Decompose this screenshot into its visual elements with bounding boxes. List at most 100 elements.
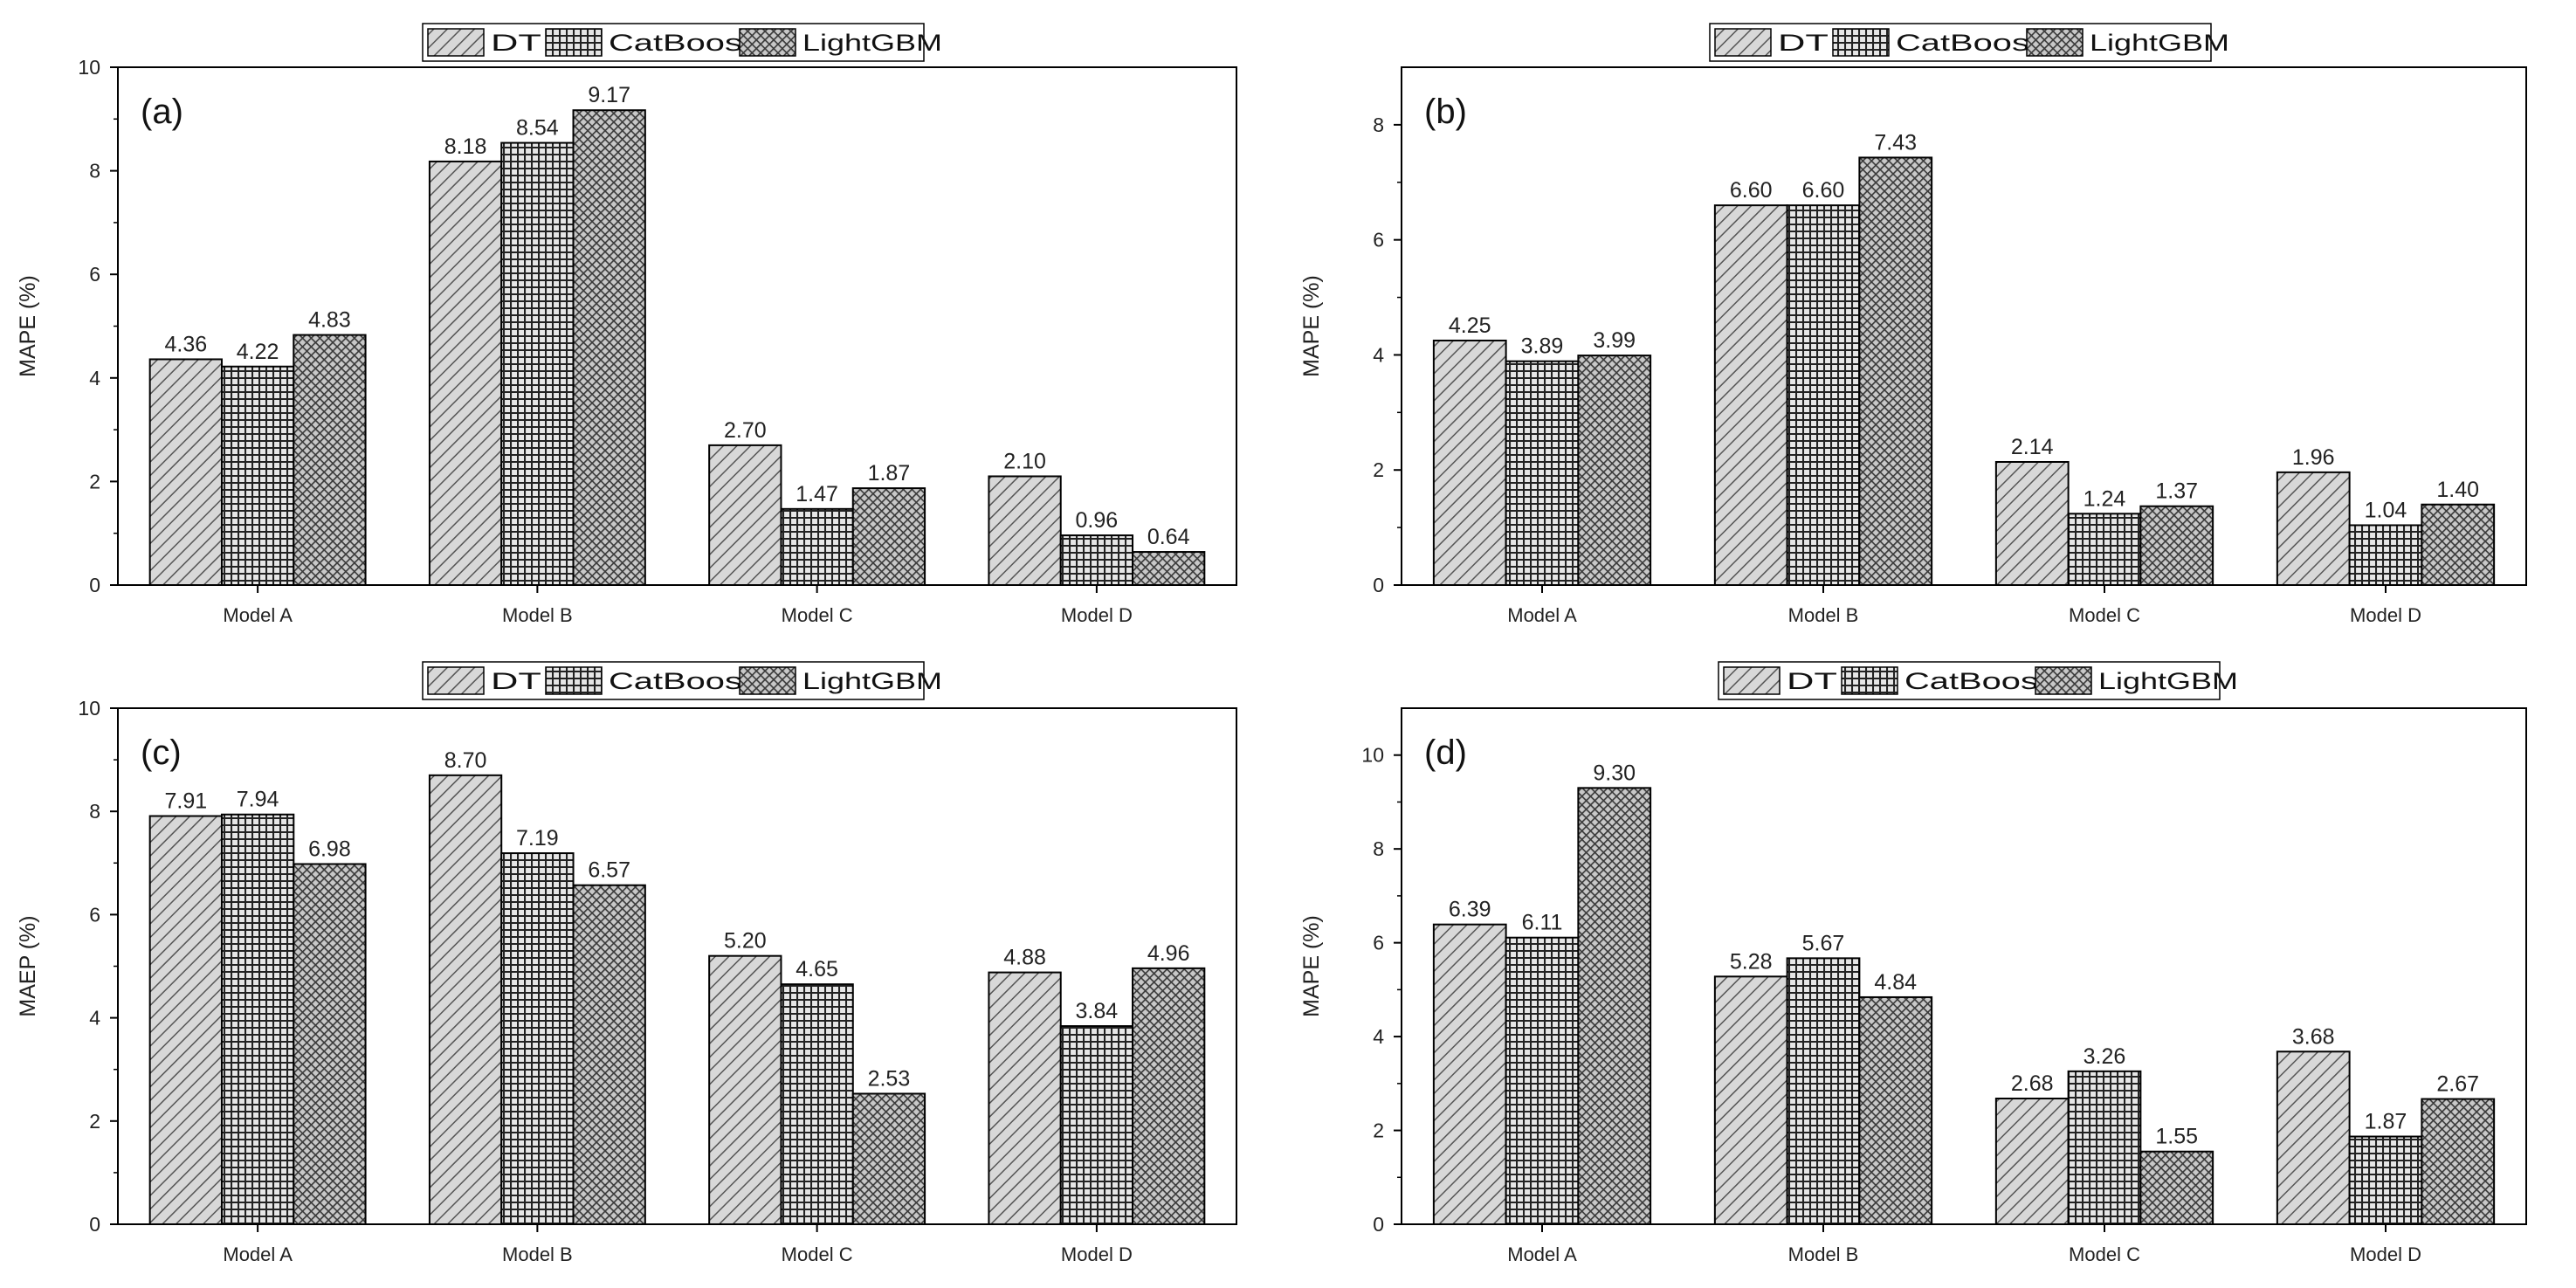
x-tick-label: Model D bbox=[2350, 1243, 2421, 1265]
data-label: 8.18 bbox=[444, 134, 487, 159]
bar-catboost bbox=[2348, 524, 2423, 587]
bar-dt bbox=[2276, 471, 2351, 587]
panel-label: (a) bbox=[141, 93, 183, 131]
x-tick-label: Model A bbox=[223, 604, 293, 626]
panel-d: 0 2 4 6 8 10 MAPE (%) (d) Model A 6.39 6.11 9.30 Mod… bbox=[1299, 661, 2527, 1265]
y-tick-label: 2 bbox=[89, 1110, 100, 1133]
legend-swatch-catboost bbox=[545, 666, 603, 695]
data-label: 1.87 bbox=[868, 461, 911, 486]
data-label: 6.39 bbox=[1449, 898, 1491, 922]
legend: DT CatBoost LightGBM bbox=[1709, 23, 2229, 62]
data-label: 1.04 bbox=[2365, 498, 2407, 522]
bar-lightgbm bbox=[1132, 551, 1206, 586]
data-label: 7.43 bbox=[1874, 130, 1917, 155]
x-tick-label: Model A bbox=[223, 1243, 293, 1265]
bar-lightgbm bbox=[1132, 967, 1206, 1225]
y-tick-label: 10 bbox=[78, 697, 100, 720]
data-label: 1.40 bbox=[2436, 478, 2479, 502]
x-tick-label: Model A bbox=[1507, 604, 1577, 626]
legend-box bbox=[422, 23, 925, 62]
bar-dt bbox=[708, 954, 782, 1226]
x-tick-label: Model D bbox=[1061, 1243, 1133, 1265]
legend-swatch-lightgbm bbox=[2035, 666, 2092, 695]
y-tick-label: 2 bbox=[89, 470, 100, 492]
data-label: 3.89 bbox=[1521, 334, 1564, 359]
bar-dt bbox=[988, 971, 1062, 1226]
bar-catboost bbox=[500, 141, 575, 586]
data-label: 2.10 bbox=[1003, 449, 1046, 473]
legend: DT CatBoost LightGBM bbox=[1718, 661, 2238, 700]
bar-dt bbox=[1432, 339, 1507, 586]
x-tick-label: Model B bbox=[502, 1243, 573, 1265]
data-label: 6.11 bbox=[1522, 911, 1563, 935]
data-label: 6.57 bbox=[588, 858, 630, 883]
x-tick-label: Model B bbox=[1788, 1243, 1859, 1265]
y-axis-label: MAPE (%) bbox=[1299, 915, 1324, 1017]
panel-c: 0 2 4 6 8 10 MAEP (%) (c) Model A 7.91 7.94 6.98 Mod… bbox=[16, 661, 1237, 1265]
bar-lightgbm bbox=[1858, 995, 1933, 1225]
x-tick-label: Model B bbox=[1788, 604, 1859, 626]
legend-label: CatBoost bbox=[1896, 30, 2040, 56]
bar-catboost bbox=[220, 365, 295, 586]
data-label: 4.65 bbox=[796, 957, 838, 981]
plot-frame bbox=[1401, 707, 2527, 1225]
data-label: 8.54 bbox=[516, 116, 559, 141]
panel-label: (c) bbox=[141, 734, 182, 772]
legend-label: DT bbox=[491, 30, 541, 56]
data-label: 4.83 bbox=[308, 308, 351, 333]
y-tick-label: 2 bbox=[1373, 1119, 1384, 1142]
data-label: 0.64 bbox=[1147, 525, 1190, 549]
data-label: 2.14 bbox=[2011, 435, 2054, 459]
legend: DT CatBoost LightGBM bbox=[422, 23, 942, 62]
bar-lightgbm bbox=[1858, 156, 1933, 586]
y-tick-label: 0 bbox=[89, 574, 100, 596]
x-tick-label: Model C bbox=[2069, 604, 2140, 626]
bar-lightgbm bbox=[2421, 503, 2496, 586]
data-label: 5.28 bbox=[1730, 949, 1773, 974]
bar-lightgbm bbox=[2421, 1098, 2496, 1226]
legend-label: LightGBM bbox=[2098, 668, 2238, 694]
data-label: 1.87 bbox=[2365, 1110, 2407, 1134]
data-label: 6.98 bbox=[308, 837, 351, 861]
x-tick-label: Model D bbox=[2350, 604, 2421, 626]
bar-dt bbox=[988, 475, 1062, 586]
data-label: 7.19 bbox=[516, 826, 559, 851]
bar-dt bbox=[1432, 923, 1507, 1225]
bar-catboost bbox=[2067, 1070, 2142, 1226]
panel-label: (b) bbox=[1424, 93, 1467, 131]
y-tick-label: 8 bbox=[1373, 837, 1384, 860]
bar-lightgbm bbox=[1577, 355, 1652, 586]
x-tick-label: Model A bbox=[1507, 1243, 1577, 1265]
data-label: 1.37 bbox=[2155, 479, 2198, 504]
data-label: 3.99 bbox=[1593, 328, 1636, 353]
y-tick-label: 6 bbox=[89, 263, 100, 286]
bar-catboost bbox=[2067, 513, 2142, 587]
bar-lightgbm bbox=[293, 334, 367, 586]
legend-label: CatBoost bbox=[609, 30, 753, 56]
data-label: 3.68 bbox=[2292, 1024, 2335, 1049]
bar-lightgbm bbox=[2139, 1150, 2214, 1226]
panel-a: 0 2 4 6 8 10 MAPE (%) (a) Model A 4.36 4.22 4.83 Mod… bbox=[16, 23, 1237, 626]
y-axis-label: MAPE (%) bbox=[16, 275, 40, 377]
x-tick-label: Model C bbox=[782, 604, 853, 626]
y-tick-label: 0 bbox=[89, 1213, 100, 1236]
bar-catboost bbox=[780, 507, 854, 586]
legend-label: CatBoost bbox=[609, 668, 753, 694]
bar-dt bbox=[428, 774, 503, 1225]
data-label: 2.70 bbox=[724, 418, 767, 443]
data-label: 9.17 bbox=[588, 83, 630, 107]
bar-lightgbm bbox=[2139, 505, 2214, 587]
data-label: 9.30 bbox=[1593, 761, 1636, 785]
data-label: 0.96 bbox=[1076, 508, 1119, 533]
panel-label: (d) bbox=[1424, 734, 1467, 772]
bar-dt bbox=[708, 444, 782, 587]
legend-box bbox=[422, 661, 925, 700]
data-label: 1.24 bbox=[2084, 486, 2126, 511]
y-tick-label: 8 bbox=[89, 800, 100, 823]
data-label: 4.88 bbox=[1003, 946, 1046, 970]
legend-label: DT bbox=[1787, 668, 1837, 694]
bar-catboost bbox=[1786, 957, 1861, 1225]
y-tick-label: 0 bbox=[1373, 1213, 1384, 1236]
y-tick-label: 6 bbox=[1373, 932, 1384, 954]
